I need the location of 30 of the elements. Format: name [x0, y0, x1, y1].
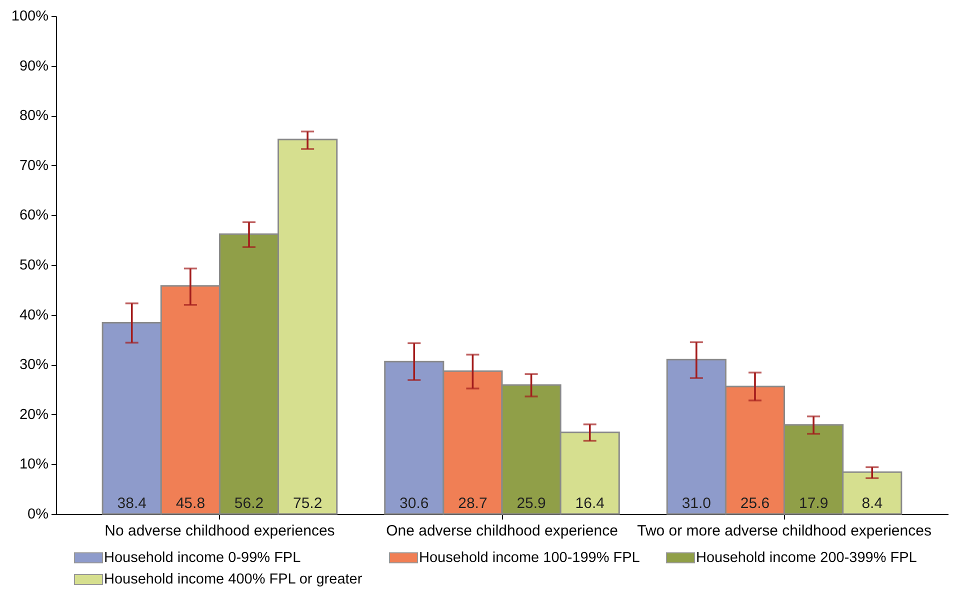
y-tick-label: 10%: [19, 456, 49, 473]
x-tick-label: One adverse childhood experience: [386, 522, 618, 540]
legend-label: Household income 400% FPL or greater: [104, 572, 362, 588]
y-tick-label: 60%: [19, 208, 49, 224]
legend-label: Household income 100-199% FPL: [419, 550, 640, 566]
y-tick-label: 30%: [19, 357, 49, 374]
legend-label: Household income 200-399% FPL: [696, 550, 917, 566]
data-label: 45.8: [176, 495, 206, 512]
data-label: 28.7: [458, 495, 488, 512]
y-tick-label: 0%: [28, 506, 49, 522]
data-label: 56.2: [234, 495, 264, 512]
data-label: 8.4: [862, 495, 883, 512]
legend-label: Household income 0-99% FPL: [104, 550, 301, 566]
data-label: 38.4: [117, 495, 146, 512]
data-label: 30.6: [400, 495, 429, 512]
data-label: 31.0: [682, 495, 712, 512]
y-tick-label: 40%: [19, 307, 49, 324]
y-tick-label: 50%: [19, 258, 49, 274]
x-tick-label: Two or more adverse childhood experiences: [637, 522, 932, 540]
y-tick-label: 80%: [19, 108, 49, 124]
y-tick-label: 70%: [19, 158, 49, 174]
data-label: 25.9: [516, 495, 546, 512]
data-label: 16.4: [575, 495, 604, 512]
data-label: 17.9: [798, 495, 828, 512]
y-tick-label: 20%: [19, 406, 49, 423]
data-label: 75.2: [292, 495, 322, 512]
data-label: 25.6: [740, 495, 770, 512]
x-tick-label: No adverse childhood experiences: [104, 522, 335, 540]
y-tick-label: 90%: [19, 58, 49, 74]
y-tick-label: 100%: [11, 8, 49, 24]
